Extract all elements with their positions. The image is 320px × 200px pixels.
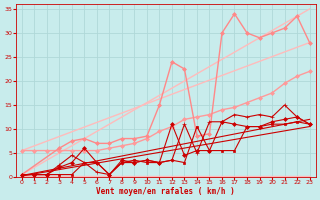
X-axis label: Vent moyen/en rafales ( km/h ): Vent moyen/en rafales ( km/h ) <box>96 187 235 196</box>
